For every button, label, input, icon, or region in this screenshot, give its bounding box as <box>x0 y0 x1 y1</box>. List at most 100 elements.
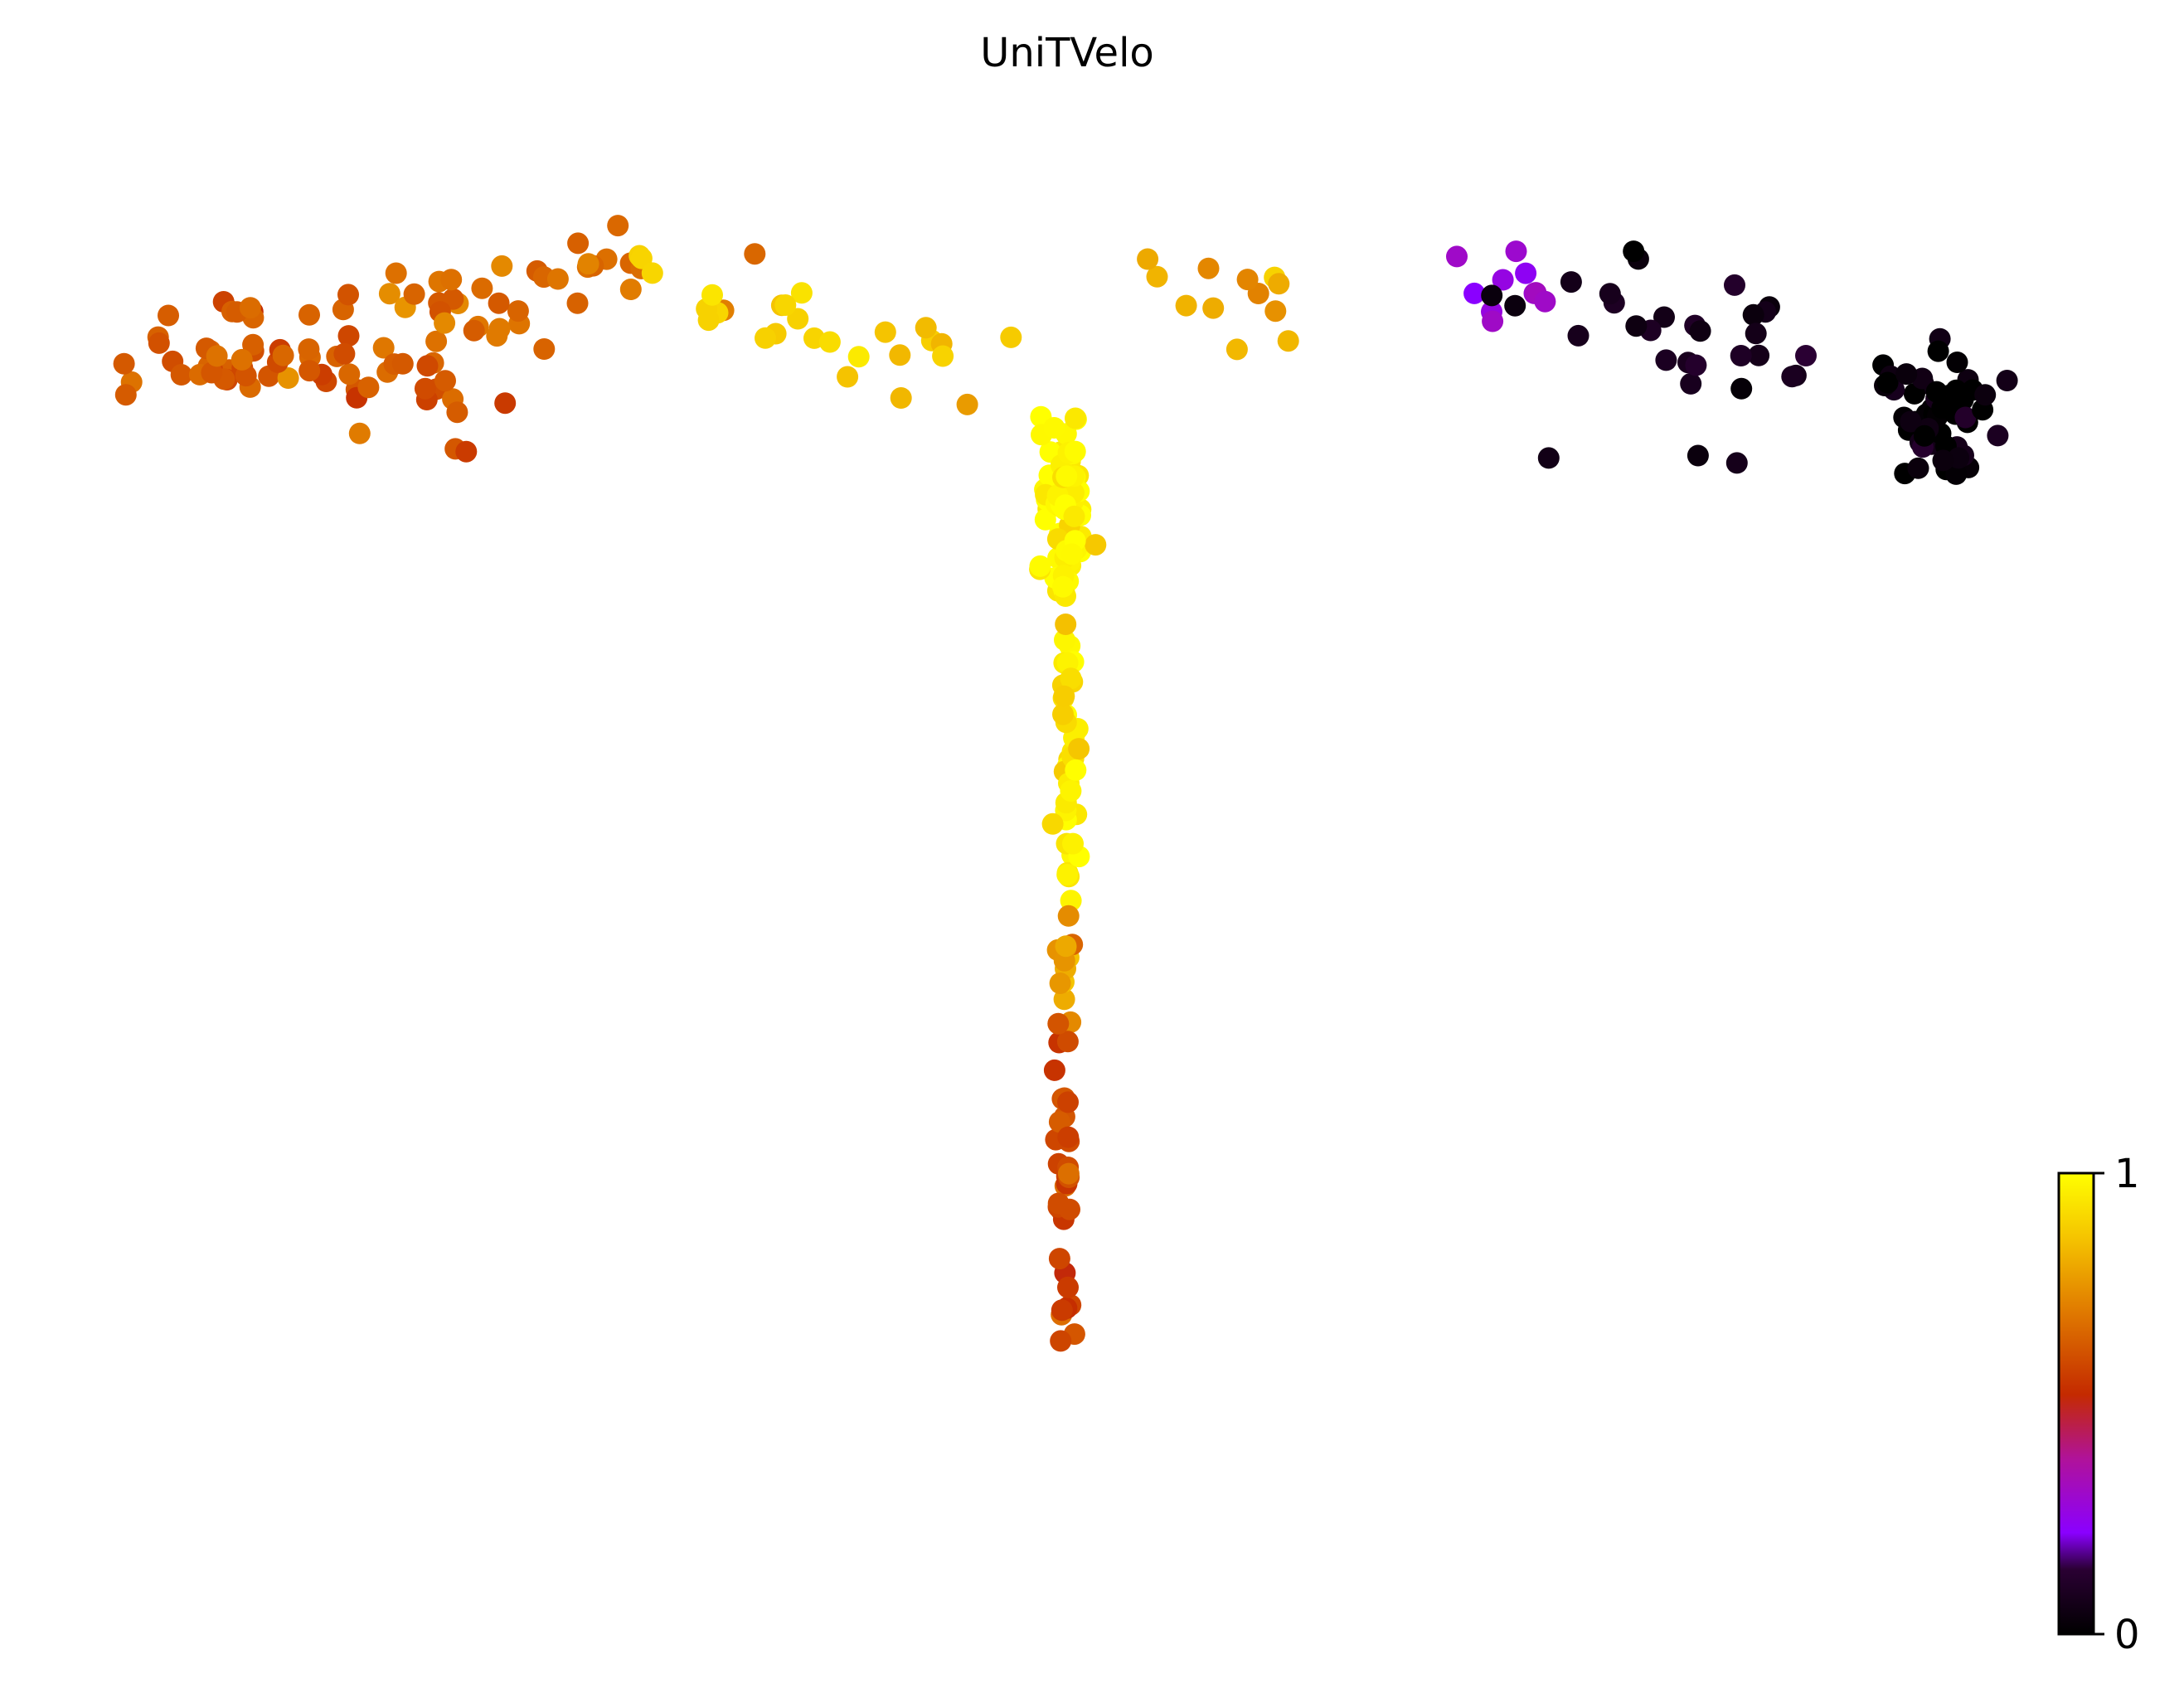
data-point <box>755 327 776 349</box>
data-point <box>837 366 859 388</box>
data-point <box>471 277 493 299</box>
data-point <box>818 331 841 353</box>
data-point <box>1197 257 1220 279</box>
data-point <box>1277 330 1299 352</box>
data-point <box>1137 248 1159 270</box>
data-point <box>1055 935 1077 958</box>
data-point <box>1724 274 1745 296</box>
data-point <box>1623 240 1645 263</box>
data-point <box>440 269 463 291</box>
data-point <box>337 325 360 347</box>
data-point <box>1946 352 1968 373</box>
data-point <box>1481 284 1503 307</box>
data-point <box>463 319 485 342</box>
data-point <box>1065 407 1086 429</box>
data-point <box>1505 240 1527 263</box>
data-point <box>1202 297 1225 319</box>
data-point <box>507 300 529 323</box>
data-point <box>1060 543 1083 565</box>
data-point <box>567 232 590 255</box>
data-point <box>201 361 223 384</box>
data-point <box>1057 1162 1080 1185</box>
chart-title: UniTVelo <box>980 30 1154 76</box>
data-point <box>697 309 720 332</box>
data-point <box>774 294 797 316</box>
data-point <box>333 342 356 365</box>
data-point <box>242 333 265 356</box>
data-point <box>416 355 439 377</box>
data-point <box>1932 449 1954 472</box>
data-point <box>1065 759 1087 781</box>
data-point <box>546 268 569 290</box>
data-point <box>1987 424 2009 447</box>
data-point <box>1655 349 1677 371</box>
data-point <box>391 352 414 375</box>
data-points <box>113 215 2018 1352</box>
data-point <box>494 392 517 415</box>
colorbar-tick-label-1: 1 <box>2114 1151 2140 1197</box>
data-point <box>1146 265 1168 288</box>
data-point <box>491 255 513 277</box>
data-point <box>1745 323 1767 345</box>
data-point <box>1742 303 1764 326</box>
data-point <box>1057 905 1080 927</box>
data-point <box>1225 338 1248 361</box>
data-point <box>338 363 361 386</box>
data-point <box>1236 269 1259 291</box>
data-point <box>744 243 766 265</box>
data-point <box>1049 973 1071 994</box>
data-point <box>1053 685 1075 707</box>
data-point <box>434 312 456 334</box>
data-point <box>607 215 629 237</box>
data-point <box>1482 310 1504 332</box>
data-point <box>1059 1198 1080 1220</box>
data-point <box>206 345 228 367</box>
data-point <box>114 384 137 406</box>
data-point <box>1913 424 1935 447</box>
data-point <box>1054 628 1075 651</box>
data-point <box>1567 324 1589 347</box>
data-point <box>1041 812 1064 835</box>
data-point <box>1996 370 2018 391</box>
data-point <box>1068 738 1090 760</box>
data-point <box>1043 1059 1065 1081</box>
data-point <box>1062 832 1084 855</box>
data-point <box>446 401 468 424</box>
data-point <box>890 387 912 409</box>
data-point <box>455 440 478 463</box>
data-point <box>1048 1248 1070 1270</box>
data-point <box>1056 465 1078 487</box>
data-point <box>932 345 954 367</box>
data-point <box>1057 1091 1079 1113</box>
data-point <box>239 297 261 319</box>
data-point <box>378 283 400 305</box>
data-point <box>348 422 371 444</box>
data-point <box>1056 1031 1079 1053</box>
data-point <box>1057 1126 1080 1148</box>
data-point <box>1492 269 1514 291</box>
data-point <box>1029 555 1051 577</box>
data-point <box>1051 1299 1073 1322</box>
data-point <box>1781 366 1803 388</box>
data-point <box>1730 377 1753 400</box>
data-point <box>1043 417 1065 439</box>
data-point <box>1060 667 1082 690</box>
data-point <box>1052 703 1074 725</box>
data-point <box>1064 440 1086 463</box>
data-point <box>566 292 589 314</box>
data-point <box>488 292 510 314</box>
data-point <box>231 348 253 371</box>
data-point <box>1974 384 1997 406</box>
data-point <box>1907 457 1929 479</box>
data-point <box>425 330 448 352</box>
data-point <box>1000 326 1022 348</box>
data-point <box>1056 864 1079 885</box>
data-point <box>1047 1012 1070 1035</box>
data-point <box>148 332 170 354</box>
data-point <box>486 325 508 347</box>
data-point <box>298 360 321 382</box>
data-point <box>298 338 320 361</box>
data-point <box>1900 410 1922 433</box>
data-point <box>1730 345 1752 366</box>
